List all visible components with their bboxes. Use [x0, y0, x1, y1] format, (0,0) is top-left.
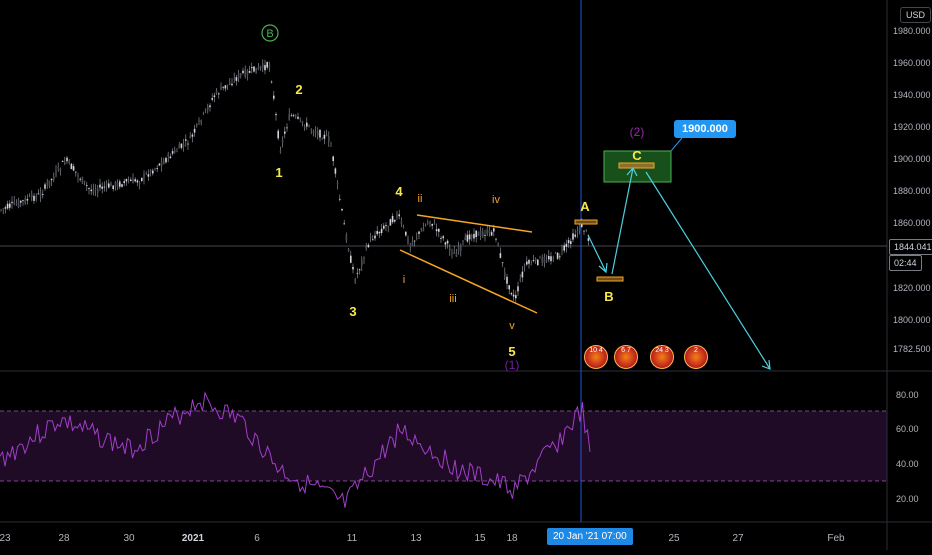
candlesticks [0, 59, 590, 303]
us-flag-icon: 6 7 [621, 347, 631, 354]
wave-iv-label: iv [492, 194, 500, 206]
time-tick: 27 [732, 533, 744, 544]
time-tick: 25 [668, 533, 680, 544]
price-tick: 1800.000 [893, 315, 931, 325]
c-price-marker[interactable] [618, 162, 655, 169]
rsi-tick: 20.00 [896, 494, 919, 504]
us-flag-icon: 10 4 [589, 347, 603, 354]
bar-countdown-tag: 02:44 [889, 255, 922, 271]
price-tick: 1940.000 [893, 90, 931, 100]
price-tick: 1980.000 [893, 26, 931, 36]
price-tick: 1880.000 [893, 186, 931, 196]
price-tick: 1782.500 [893, 344, 931, 354]
wave-a-label: A [580, 199, 590, 214]
time-tick: 2021 [182, 533, 205, 544]
wave-ii-label: ii [418, 193, 423, 205]
callout-connector [670, 137, 683, 152]
projection-path[interactable] [587, 166, 771, 370]
event-marker[interactable]: 10 4 [584, 345, 608, 369]
wave-3-label: 3 [349, 304, 356, 319]
wave-5-label: 5 [508, 344, 515, 359]
time-tick: 23 [0, 533, 11, 544]
time-tick: 11 [347, 533, 358, 544]
wave-1-label: 1 [275, 165, 282, 180]
us-flag-icon: 24 3 [655, 347, 669, 354]
price-tick: 1860.000 [893, 218, 931, 228]
rsi-tick: 80.00 [896, 390, 919, 400]
us-flag-icon: 2 [694, 347, 698, 354]
time-tick: 28 [58, 533, 70, 544]
target-price-callout[interactable]: 1900.000 [674, 120, 736, 138]
event-marker[interactable]: 24 3 [650, 345, 674, 369]
wave-paren-2-label: (2) [630, 125, 645, 139]
wedge-upper-line[interactable] [416, 214, 533, 233]
wave-v-label: v [509, 320, 515, 332]
wave-iii-label: iii [449, 293, 456, 305]
time-tick: Feb [827, 533, 845, 544]
rsi-axis[interactable]: 80.00 60.00 40.00 20.00 [896, 390, 919, 504]
time-tick: 15 [474, 533, 486, 544]
price-tick: 1820.000 [893, 283, 931, 293]
crosshair-date-label: 20 Jan '21 07:00 [547, 528, 633, 545]
current-price-tag: 1844.041 [889, 239, 932, 255]
currency-badge[interactable]: USD [900, 7, 932, 23]
wave-c-label: C [632, 148, 642, 163]
price-tick: 1900.000 [893, 154, 931, 164]
time-tick: 18 [506, 533, 518, 544]
wave-b-circle-icon [261, 24, 279, 42]
rsi-tick: 60.00 [896, 424, 919, 434]
time-tick: 30 [123, 533, 135, 544]
a-price-marker[interactable] [574, 219, 598, 225]
event-marker[interactable]: 6 7 [614, 345, 638, 369]
wave-2-label: 2 [295, 82, 302, 97]
price-axis[interactable]: 1980.000 1960.000 1940.000 1920.000 1900… [893, 26, 931, 354]
price-tick: 1960.000 [893, 58, 931, 68]
wave-b-circle-label: B [266, 28, 273, 40]
wave-i-label: i [403, 274, 405, 286]
wave-paren-1-label: (1) [505, 358, 520, 372]
time-tick: 6 [254, 533, 260, 544]
wave-4-label: 4 [395, 184, 403, 199]
event-marker[interactable]: 2 [684, 345, 708, 369]
time-axis[interactable]: 23 28 30 2021 6 11 13 15 18 25 27 Feb [0, 533, 845, 544]
wedge-lower-line[interactable] [399, 249, 538, 314]
time-tick: 13 [410, 533, 422, 544]
b-price-marker[interactable] [596, 276, 624, 282]
wave-b-label: B [604, 289, 613, 304]
price-tick: 1920.000 [893, 122, 931, 132]
rsi-band [0, 411, 887, 481]
rsi-tick: 40.00 [896, 459, 919, 469]
rsi-line [0, 391, 591, 508]
target-zone-box[interactable] [603, 150, 672, 183]
